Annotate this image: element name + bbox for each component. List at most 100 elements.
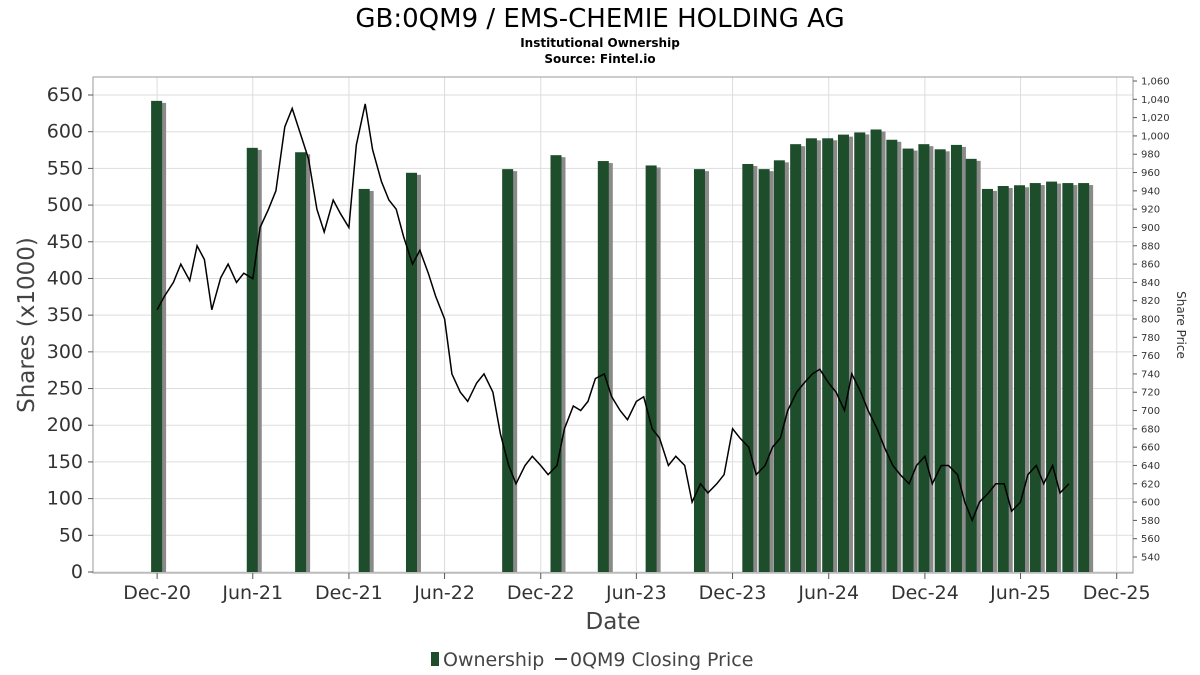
ownership-bar — [822, 138, 834, 572]
y-tick-label: 200 — [47, 414, 83, 436]
legend-label-ownership: Ownership — [443, 649, 544, 671]
y2-tick-label: 640 — [1141, 461, 1160, 472]
x-tick-label: Dec-25 — [1083, 582, 1151, 604]
y2-tick-label: 540 — [1141, 553, 1160, 564]
y2-tick-label: 1,040 — [1141, 95, 1170, 106]
y-tick-label: 250 — [47, 378, 83, 400]
y2-tick-label: 920 — [1141, 205, 1160, 216]
ownership-bar — [246, 147, 258, 573]
y2-tick-label: 960 — [1141, 168, 1160, 179]
plot-frame — [92, 76, 1134, 574]
ownership-bar — [870, 129, 882, 572]
y-tick-label: 100 — [47, 488, 83, 510]
ownership-bar — [997, 185, 1009, 572]
ownership-bar — [981, 188, 993, 572]
x-axis: Dec-20 Jun-21 Dec-21 Jun-22 Dec-22 Jun-23 Dec-… — [123, 573, 1151, 604]
ownership-bar — [1029, 183, 1041, 573]
y2-tick-label: 860 — [1141, 260, 1160, 271]
y2-tick-label: 980 — [1141, 150, 1160, 161]
y-tick-label: 600 — [47, 121, 83, 143]
y2-axis-label: Share Price — [1174, 291, 1188, 359]
ownership-bar — [758, 169, 770, 572]
x-tick-label: Jun-24 — [797, 582, 859, 604]
ownership-bar — [693, 169, 705, 572]
y2-tick-label: 600 — [1141, 498, 1160, 509]
y2-tick-label: 680 — [1141, 424, 1160, 435]
closing-price-line — [156, 103, 1070, 523]
ownership-bar — [597, 161, 609, 573]
y-tick-label: 400 — [47, 267, 83, 289]
y2-tick-label: 1,000 — [1141, 131, 1170, 142]
ownership-bar — [902, 148, 914, 572]
x-tick-label: Jun-21 — [221, 582, 283, 604]
x-tick-label: Dec-24 — [891, 582, 959, 604]
x-tick-label: Jun-22 — [413, 582, 475, 604]
y-tick-label: 450 — [47, 231, 83, 253]
y2-tick-label: 720 — [1141, 388, 1160, 399]
y-tick-label: 0 — [71, 561, 83, 583]
ownership-bar — [358, 188, 370, 572]
y-tick-label: 150 — [47, 451, 83, 473]
ownership-bar — [295, 152, 307, 573]
y2-tick-label: 800 — [1141, 315, 1160, 326]
x-tick-label: Dec-23 — [699, 582, 767, 604]
y2-tick-label: 1,060 — [1141, 77, 1170, 88]
ownership-bar — [950, 144, 962, 572]
y2-tick-label: 760 — [1141, 351, 1160, 362]
y2-tick-label: 700 — [1141, 406, 1160, 417]
ownership-bar — [1014, 185, 1026, 573]
chart-title: GB:0QM9 / EMS-CHEMIE HOLDING AG — [355, 4, 844, 34]
ownership-bar — [645, 165, 657, 573]
y-tick-label: 650 — [47, 84, 83, 106]
legend-label-price: 0QM9 Closing Price — [570, 649, 753, 671]
chart-subtitle-ownership: Institutional Ownership — [520, 36, 680, 50]
y-axis-right: 540 560 580 600 620 640 660 680 700 720 740 760 780 8… — [1133, 77, 1170, 564]
ownership-bar — [790, 144, 802, 572]
y2-tick-label: 880 — [1141, 241, 1160, 252]
y-tick-label: 50 — [59, 524, 83, 546]
ownership-bar — [965, 158, 977, 573]
ownership-bar — [805, 138, 817, 572]
ownership-bar — [1062, 183, 1074, 573]
ownership-bar — [854, 132, 866, 572]
legend: Ownership 0QM9 Closing Price — [431, 649, 753, 671]
ownership-bar — [837, 134, 849, 572]
x-axis-label: Date — [586, 609, 641, 635]
y2-tick-label: 580 — [1141, 516, 1160, 527]
x-tick-label: Dec-22 — [507, 582, 575, 604]
y-tick-label: 350 — [47, 304, 83, 326]
ownership-bar — [742, 163, 754, 572]
x-tick-label: Dec-21 — [315, 582, 383, 604]
x-tick-label: Jun-25 — [989, 582, 1051, 604]
ownership-bar — [1046, 181, 1058, 572]
x-tick-label: Dec-20 — [123, 582, 191, 604]
y2-tick-label: 620 — [1141, 479, 1160, 490]
ownership-bar — [886, 139, 898, 572]
chart-subtitle-source: Source: Fintel.io — [544, 52, 655, 66]
y2-tick-label: 740 — [1141, 369, 1160, 380]
y-tick-label: 550 — [47, 157, 83, 179]
ownership-bar — [918, 144, 930, 572]
ownership-bars — [151, 100, 1094, 573]
y2-tick-label: 840 — [1141, 278, 1160, 289]
ownership-bar — [151, 100, 163, 573]
y2-tick-label: 1,020 — [1141, 113, 1170, 124]
ownership-bar — [405, 172, 417, 572]
y2-tick-label: 900 — [1141, 223, 1160, 234]
price-line — [156, 103, 1070, 523]
y2-tick-label: 660 — [1141, 443, 1160, 454]
ownership-bar — [1078, 183, 1090, 573]
ownership-bar — [550, 155, 562, 572]
x-tick-label: Jun-23 — [605, 582, 667, 604]
ownership-bar — [773, 160, 785, 572]
y2-tick-label: 780 — [1141, 333, 1160, 344]
y-tick-label: 300 — [47, 341, 83, 363]
y-axis-label: Shares (x1000) — [14, 237, 40, 413]
y2-tick-label: 820 — [1141, 296, 1160, 307]
y-axis-left: 0 50 100 150 200 250 300 350 400 450 500 550 600 650 — [47, 84, 93, 583]
y2-tick-label: 940 — [1141, 186, 1160, 197]
y-tick-label: 500 — [47, 194, 83, 216]
y2-tick-label: 560 — [1141, 534, 1160, 545]
ownership-bar — [502, 169, 514, 572]
